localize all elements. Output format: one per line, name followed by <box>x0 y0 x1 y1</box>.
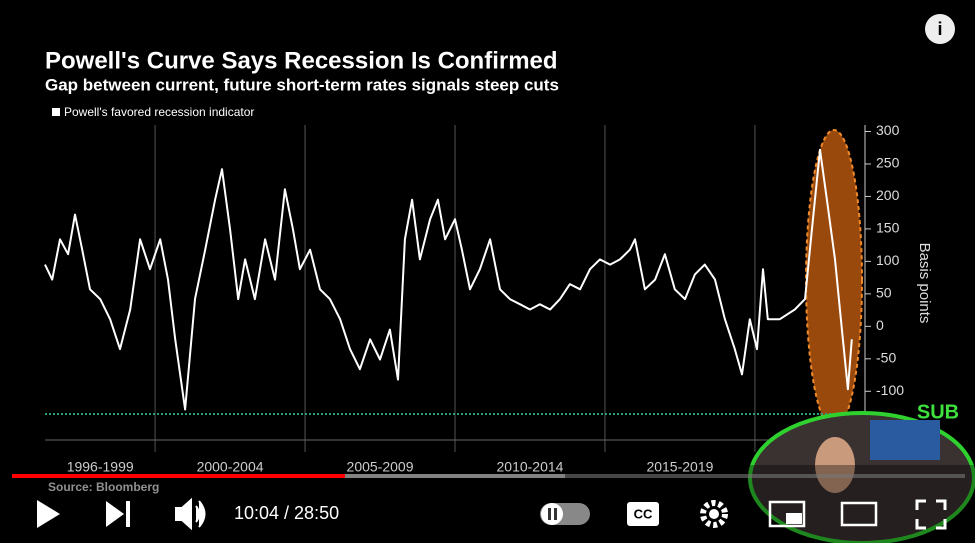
webcam-face <box>815 437 855 493</box>
subscribe-badge: SUB <box>917 401 959 423</box>
autoplay-pause-bar <box>548 508 551 520</box>
captions-button[interactable] <box>627 502 659 526</box>
webcam-poster <box>870 420 940 460</box>
y-axis-label: Basis points <box>916 243 933 324</box>
info-icon: i <box>937 19 942 39</box>
y-tick-label: 0 <box>876 317 884 333</box>
chart-subtitle: Gap between current, future short-term r… <box>45 75 559 94</box>
fullscreen-button[interactable] <box>915 499 947 530</box>
y-tick-label: 200 <box>876 187 900 203</box>
highlight-ellipse <box>805 129 863 431</box>
source-note: Source: Bloomberg <box>48 480 159 494</box>
legend-label: Powell's favored recession indicator <box>64 105 254 119</box>
settings-hub <box>709 509 719 519</box>
next-button[interactable] <box>106 501 130 527</box>
y-tick-label: 50 <box>876 285 892 301</box>
y-tick-label: 250 <box>876 155 900 171</box>
volume-button[interactable] <box>175 497 206 531</box>
autoplay-knob <box>541 503 563 525</box>
y-tick-label: 300 <box>876 122 900 138</box>
progress-played <box>12 474 345 478</box>
legend-swatch <box>52 108 60 116</box>
y-tick-label: 150 <box>876 220 900 236</box>
play-button[interactable] <box>37 500 60 528</box>
miniplayer-icon <box>786 513 802 524</box>
info-button[interactable] <box>925 14 955 44</box>
x-tick-label: 2015-2019 <box>646 459 713 475</box>
y-tick-label: -100 <box>876 382 904 398</box>
plot-area <box>44 125 871 452</box>
x-tick-label: 1996-1999 <box>67 459 134 475</box>
time-display: 10:04 / 28:50 <box>234 503 339 523</box>
y-tick-label: 100 <box>876 252 900 268</box>
x-tick-label: 2010-2014 <box>497 459 564 475</box>
settings-button[interactable] <box>700 500 728 528</box>
miniplayer-button[interactable] <box>768 500 806 528</box>
captions-icon: CC <box>634 506 653 521</box>
x-tick-label: 2000-2004 <box>197 459 264 475</box>
x-tick-label: 2005-2009 <box>347 459 414 475</box>
chart-title: Powell's Curve Says Recession Is Confirm… <box>45 47 558 74</box>
autoplay-pause-bar <box>554 508 557 520</box>
data-line <box>44 148 853 411</box>
theater-button[interactable] <box>840 501 878 527</box>
y-tick-label: -50 <box>876 350 896 366</box>
